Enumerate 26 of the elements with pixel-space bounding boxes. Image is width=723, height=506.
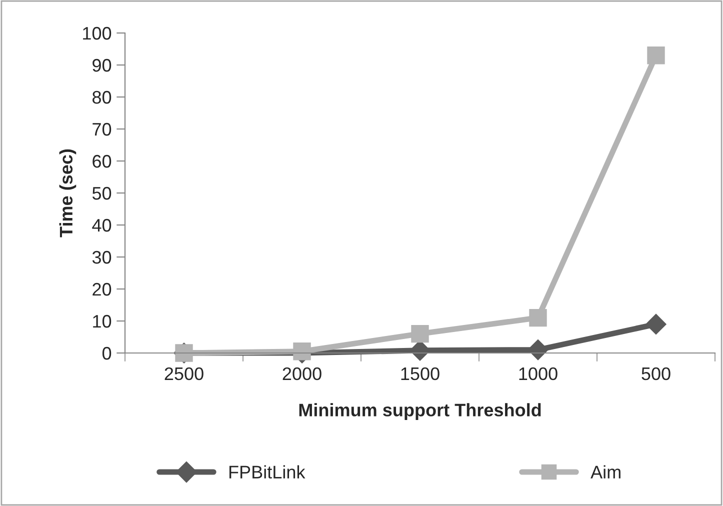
x-tick-label: 500 [642, 367, 670, 380]
y-tick-label: 20 [92, 282, 112, 296]
point [647, 46, 665, 64]
point [293, 342, 311, 360]
y-tick-label: 90 [92, 58, 112, 72]
x-tick-label: 1500 [401, 367, 440, 380]
y-tick-label: 0 [102, 346, 112, 360]
y-tick-label: 80 [92, 90, 112, 104]
y-tick-label: 70 [92, 122, 112, 136]
y-tick-label: 40 [92, 218, 112, 232]
y-axis-title: Time (sec) [59, 149, 76, 238]
point [529, 308, 547, 327]
x-tick-label: 2000 [282, 367, 322, 380]
x-axis-title: Minimum support Threshold [299, 403, 541, 420]
point [528, 339, 548, 360]
y-tick-label: 50 [92, 186, 112, 200]
point [411, 324, 429, 343]
legend-label: Aim [590, 465, 620, 478]
legend-label: FPBitLink [229, 465, 306, 478]
y-tick-label: 60 [92, 154, 112, 168]
y-tick-label: 30 [92, 250, 112, 264]
y-tick-label: 10 [93, 314, 112, 328]
x-tick-label: 1000 [519, 367, 558, 380]
point [646, 314, 666, 335]
y-tick-label: 100 [83, 26, 112, 40]
x-tick-label: 2500 [164, 367, 204, 380]
